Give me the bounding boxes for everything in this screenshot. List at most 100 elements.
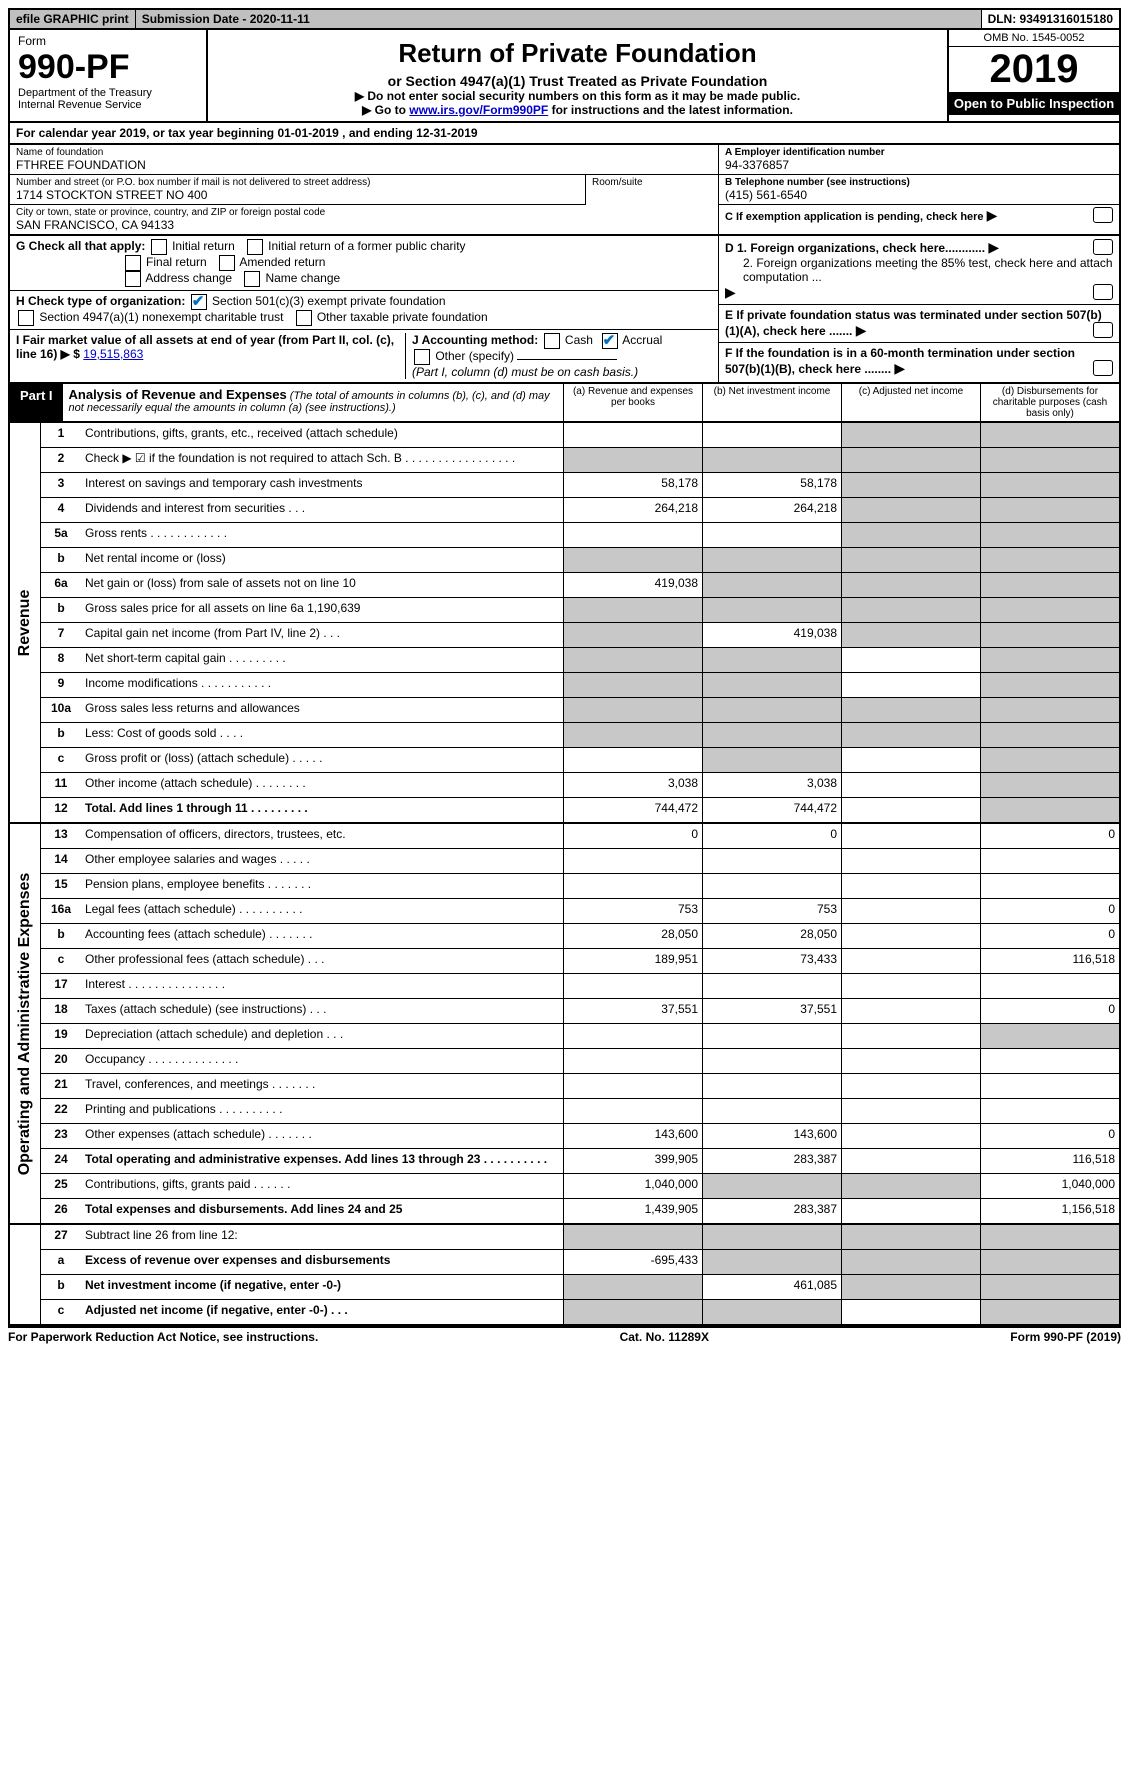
side-expenses: Operating and Administrative Expenses xyxy=(10,824,41,1223)
note-2: ▶ Go to www.irs.gov/Form990PF for instru… xyxy=(212,103,943,117)
table-row: bLess: Cost of goods sold . . . . xyxy=(41,723,1119,748)
cb-501c3[interactable] xyxy=(191,294,207,310)
d-row: D 1. Foreign organizations, check here..… xyxy=(719,236,1119,305)
tax-year: 2019 xyxy=(949,47,1119,92)
g-row: G Check all that apply: Initial return I… xyxy=(10,236,718,291)
cb-4947[interactable] xyxy=(18,310,34,326)
table-row: 9Income modifications . . . . . . . . . … xyxy=(41,673,1119,698)
table-row: bGross sales price for all assets on lin… xyxy=(41,598,1119,623)
cb-other-tax[interactable] xyxy=(296,310,312,326)
table-row: 6aNet gain or (loss) from sale of assets… xyxy=(41,573,1119,598)
cb-amended[interactable] xyxy=(219,255,235,271)
side-revenue: Revenue xyxy=(10,423,41,822)
part-desc: Analysis of Revenue and Expenses (The to… xyxy=(63,384,563,421)
expenses-table: Operating and Administrative Expenses 13… xyxy=(8,824,1121,1225)
cb-d2[interactable] xyxy=(1093,284,1113,300)
table-row: 2Check ▶ ☑ if the foundation is not requ… xyxy=(41,448,1119,473)
form-word: Form xyxy=(18,34,198,48)
table-row: 14Other employee salaries and wages . . … xyxy=(41,849,1119,874)
form-number: 990-PF xyxy=(18,48,198,87)
table-row: 27Subtract line 26 from line 12: xyxy=(41,1225,1119,1250)
footer-left: For Paperwork Reduction Act Notice, see … xyxy=(8,1330,318,1344)
table-row: 12Total. Add lines 1 through 11 . . . . … xyxy=(41,798,1119,822)
table-row: 17Interest . . . . . . . . . . . . . . . xyxy=(41,974,1119,999)
table-row: 23Other expenses (attach schedule) . . .… xyxy=(41,1124,1119,1149)
table-row: 25Contributions, gifts, grants paid . . … xyxy=(41,1174,1119,1199)
table-row: 26Total expenses and disbursements. Add … xyxy=(41,1199,1119,1223)
header-left: Form 990-PF Department of the Treasury I… xyxy=(10,30,208,121)
fmv-link[interactable]: 19,515,863 xyxy=(83,347,143,361)
table-row: 16aLegal fees (attach schedule) . . . . … xyxy=(41,899,1119,924)
h-row: H Check type of organization: Section 50… xyxy=(10,291,718,330)
irs-link[interactable]: www.irs.gov/Form990PF xyxy=(409,103,548,117)
table-row: cGross profit or (loss) (attach schedule… xyxy=(41,748,1119,773)
checkbox-c[interactable] xyxy=(1093,207,1113,223)
cb-f[interactable] xyxy=(1093,360,1113,376)
cb-accrual[interactable] xyxy=(602,333,618,349)
address-cell: Number and street (or P.O. box number if… xyxy=(10,175,586,205)
table-row: 3Interest on savings and temporary cash … xyxy=(41,473,1119,498)
form-header: Form 990-PF Department of the Treasury I… xyxy=(8,30,1121,123)
footer-right: Form 990-PF (2019) xyxy=(1010,1330,1121,1344)
dln: DLN: 93491316015180 xyxy=(982,10,1119,28)
table-row: 4Dividends and interest from securities … xyxy=(41,498,1119,523)
table-row: 22Printing and publications . . . . . . … xyxy=(41,1099,1119,1124)
f-row: F If the foundation is in a 60-month ter… xyxy=(719,343,1119,380)
i-j-row: I Fair market value of all assets at end… xyxy=(10,330,718,382)
cb-initial[interactable] xyxy=(151,239,167,255)
header-center: Return of Private Foundation or Section … xyxy=(208,30,947,121)
table-row: 13Compensation of officers, directors, t… xyxy=(41,824,1119,849)
table-row: 8Net short-term capital gain . . . . . .… xyxy=(41,648,1119,673)
cb-final[interactable] xyxy=(125,255,141,271)
note-1: ▶ Do not enter social security numbers o… xyxy=(212,89,943,103)
ein-cell: A Employer identification number 94-3376… xyxy=(719,145,1119,175)
table-row: bAccounting fees (attach schedule) . . .… xyxy=(41,924,1119,949)
table-row: 19Depreciation (attach schedule) and dep… xyxy=(41,1024,1119,1049)
cb-e[interactable] xyxy=(1093,322,1113,338)
col-d: (d) Disbursements for charitable purpose… xyxy=(981,384,1119,421)
col-a: (a) Revenue and expenses per books xyxy=(564,384,703,421)
name-cell: Name of foundation FTHREE FOUNDATION xyxy=(10,145,718,175)
table-row: 11Other income (attach schedule) . . . .… xyxy=(41,773,1119,798)
calendar-year: For calendar year 2019, or tax year begi… xyxy=(8,123,1121,145)
table-row: aExcess of revenue over expenses and dis… xyxy=(41,1250,1119,1275)
table-row: 24Total operating and administrative exp… xyxy=(41,1149,1119,1174)
phone-cell: B Telephone number (see instructions) (4… xyxy=(719,175,1119,205)
part-label: Part I xyxy=(10,384,63,421)
header-right: OMB No. 1545-0052 2019 Open to Public In… xyxy=(947,30,1119,121)
table-row: 7Capital gain net income (from Part IV, … xyxy=(41,623,1119,648)
table-row: bNet rental income or (loss) xyxy=(41,548,1119,573)
cb-name[interactable] xyxy=(244,271,260,287)
table-row: bNet investment income (if negative, ent… xyxy=(41,1275,1119,1300)
summary-table: 27Subtract line 26 from line 12:aExcess … xyxy=(8,1225,1121,1326)
cb-cash[interactable] xyxy=(544,333,560,349)
part-header: Part I Analysis of Revenue and Expenses … xyxy=(8,384,1121,423)
footer: For Paperwork Reduction Act Notice, see … xyxy=(8,1326,1121,1344)
cb-d1[interactable] xyxy=(1093,239,1113,255)
city-cell: City or town, state or province, country… xyxy=(10,205,718,234)
room-cell: Room/suite xyxy=(586,175,718,205)
table-row: cOther professional fees (attach schedul… xyxy=(41,949,1119,974)
revenue-table: Revenue 1Contributions, gifts, grants, e… xyxy=(8,423,1121,824)
col-b: (b) Net investment income xyxy=(703,384,842,421)
col-c: (c) Adjusted net income xyxy=(842,384,981,421)
e-row: E If private foundation status was termi… xyxy=(719,305,1119,343)
dept: Department of the Treasury Internal Reve… xyxy=(18,87,198,111)
table-row: 18Taxes (attach schedule) (see instructi… xyxy=(41,999,1119,1024)
section-g-i: G Check all that apply: Initial return I… xyxy=(8,236,1121,384)
footer-mid: Cat. No. 11289X xyxy=(620,1330,709,1344)
table-row: 20Occupancy . . . . . . . . . . . . . . xyxy=(41,1049,1119,1074)
omb: OMB No. 1545-0052 xyxy=(949,30,1119,47)
c-cell: C If exemption application is pending, c… xyxy=(719,205,1119,226)
cb-address[interactable] xyxy=(125,271,141,287)
form-title: Return of Private Foundation xyxy=(212,38,943,69)
info-grid: Name of foundation FTHREE FOUNDATION Num… xyxy=(8,145,1121,236)
efile-label: efile GRAPHIC print xyxy=(10,10,136,28)
top-bar: efile GRAPHIC print Submission Date - 20… xyxy=(8,8,1121,30)
cb-other-acct[interactable] xyxy=(414,349,430,365)
table-row: 1Contributions, gifts, grants, etc., rec… xyxy=(41,423,1119,448)
table-row: 15Pension plans, employee benefits . . .… xyxy=(41,874,1119,899)
cb-initial-former[interactable] xyxy=(247,239,263,255)
table-row: cAdjusted net income (if negative, enter… xyxy=(41,1300,1119,1324)
col-headers: (a) Revenue and expenses per books (b) N… xyxy=(563,384,1119,421)
